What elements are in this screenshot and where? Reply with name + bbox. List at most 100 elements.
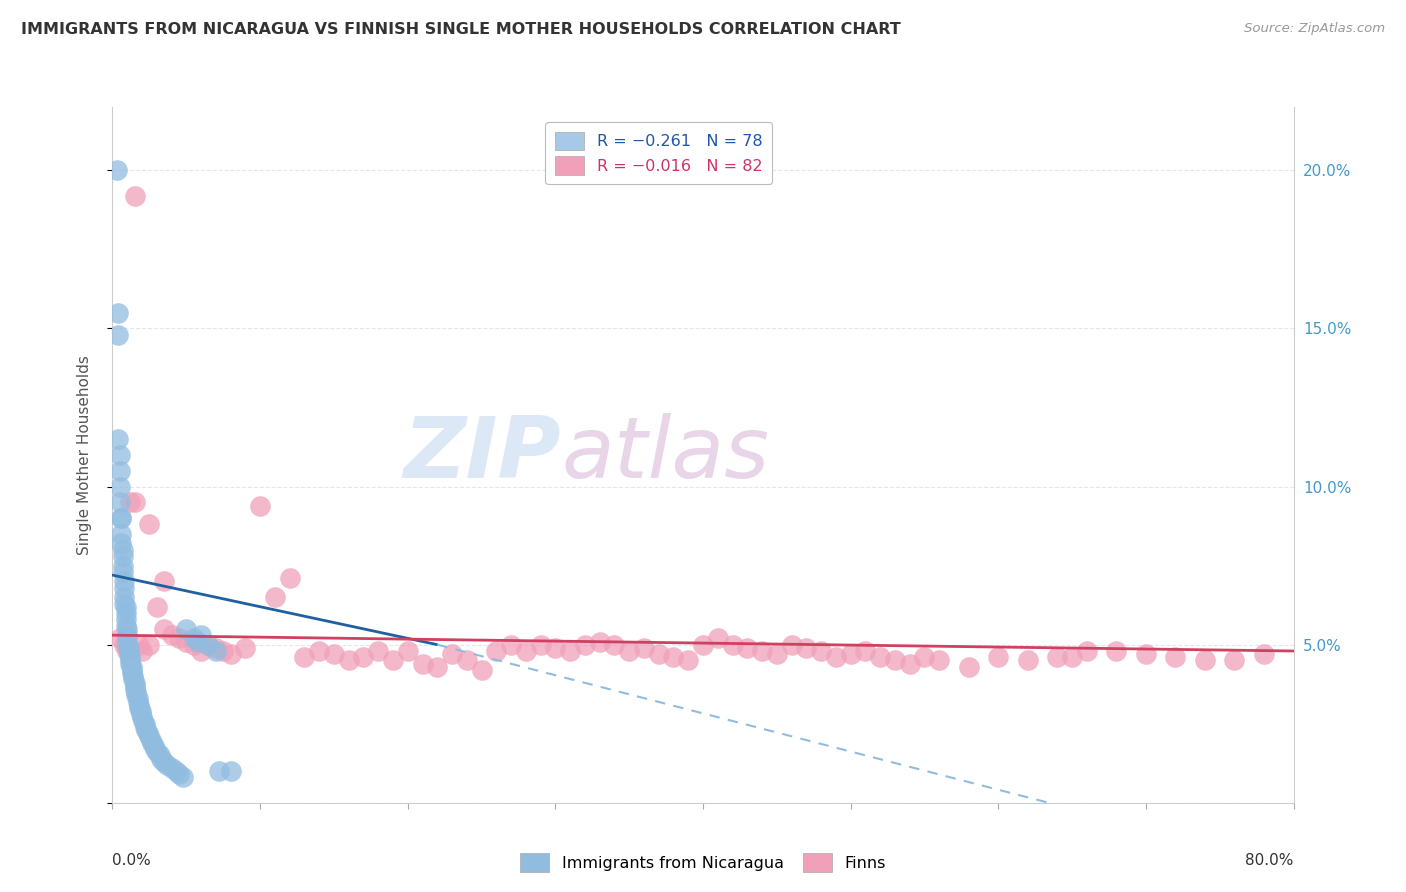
Point: [146, 599, 169, 614]
Text: 80.0%: 80.0%: [1246, 854, 1294, 869]
Point: [108, 464, 131, 478]
Point: [112, 591, 135, 605]
Point: [118, 647, 141, 661]
Point: [125, 688, 148, 702]
Point: [110, 511, 132, 525]
Point: [136, 726, 159, 740]
Point: [323, 647, 346, 661]
Point: [127, 695, 149, 709]
Point: [1076, 644, 1098, 658]
Point: [110, 536, 132, 550]
Point: [470, 663, 494, 677]
Point: [529, 638, 551, 652]
Point: [160, 628, 183, 642]
Point: [128, 701, 150, 715]
Point: [120, 653, 142, 667]
Text: IMMIGRANTS FROM NICARAGUA VS FINNISH SINGLE MOTHER HOUSEHOLDS CORRELATION CHART: IMMIGRANTS FROM NICARAGUA VS FINNISH SIN…: [21, 22, 901, 37]
Point: [165, 764, 187, 779]
Point: [121, 666, 143, 681]
Point: [112, 581, 135, 595]
Point: [122, 669, 145, 683]
Point: [456, 653, 478, 667]
Point: [928, 653, 950, 667]
Point: [197, 638, 219, 652]
Point: [662, 650, 685, 665]
Point: [810, 644, 832, 658]
Point: [124, 681, 146, 696]
Point: [544, 640, 567, 655]
Point: [588, 634, 610, 648]
Point: [108, 632, 131, 646]
Point: [278, 571, 301, 585]
Text: ZIP: ZIP: [404, 413, 561, 497]
Legend: Immigrants from Nicaragua, Finns: Immigrants from Nicaragua, Finns: [513, 847, 893, 879]
Point: [485, 644, 508, 658]
Point: [249, 499, 271, 513]
Point: [1135, 647, 1157, 661]
Point: [411, 657, 433, 671]
Point: [129, 704, 152, 718]
Point: [174, 622, 197, 636]
Point: [131, 710, 153, 724]
Text: 0.0%: 0.0%: [112, 854, 152, 869]
Point: [172, 771, 194, 785]
Point: [107, 305, 129, 319]
Point: [914, 650, 936, 665]
Point: [1223, 653, 1246, 667]
Y-axis label: Single Mother Households: Single Mother Households: [77, 355, 91, 555]
Point: [112, 638, 135, 652]
Point: [122, 673, 145, 687]
Point: [633, 640, 655, 655]
Point: [120, 657, 142, 671]
Point: [382, 653, 405, 667]
Point: [127, 691, 149, 706]
Point: [205, 640, 228, 655]
Point: [141, 736, 163, 750]
Point: [118, 640, 141, 655]
Point: [441, 647, 464, 661]
Point: [112, 597, 135, 611]
Point: [957, 660, 980, 674]
Point: [114, 612, 136, 626]
Point: [183, 632, 205, 646]
Point: [721, 638, 744, 652]
Point: [308, 644, 330, 658]
Point: [128, 698, 150, 712]
Point: [884, 653, 907, 667]
Point: [124, 188, 146, 202]
Point: [121, 660, 143, 674]
Point: [352, 650, 374, 665]
Point: [153, 622, 176, 636]
Point: [396, 644, 419, 658]
Point: [197, 638, 219, 652]
Point: [1194, 653, 1216, 667]
Point: [183, 638, 205, 652]
Point: [114, 618, 136, 632]
Point: [118, 644, 141, 658]
Point: [174, 634, 197, 648]
Point: [264, 591, 287, 605]
Point: [1253, 647, 1275, 661]
Point: [129, 707, 152, 722]
Point: [156, 757, 179, 772]
Point: [692, 638, 714, 652]
Point: [187, 634, 209, 648]
Point: [233, 640, 256, 655]
Point: [146, 745, 169, 759]
Point: [139, 732, 162, 747]
Point: [135, 723, 157, 737]
Point: [898, 657, 921, 671]
Point: [132, 714, 155, 728]
Point: [796, 640, 818, 655]
Point: [190, 644, 212, 658]
Point: [839, 647, 862, 661]
Point: [1164, 650, 1187, 665]
Point: [117, 632, 138, 646]
Point: [1105, 644, 1128, 658]
Point: [205, 644, 228, 658]
Point: [107, 432, 129, 446]
Point: [125, 685, 148, 699]
Point: [574, 638, 596, 652]
Text: Source: ZipAtlas.com: Source: ZipAtlas.com: [1244, 22, 1385, 36]
Point: [212, 644, 235, 658]
